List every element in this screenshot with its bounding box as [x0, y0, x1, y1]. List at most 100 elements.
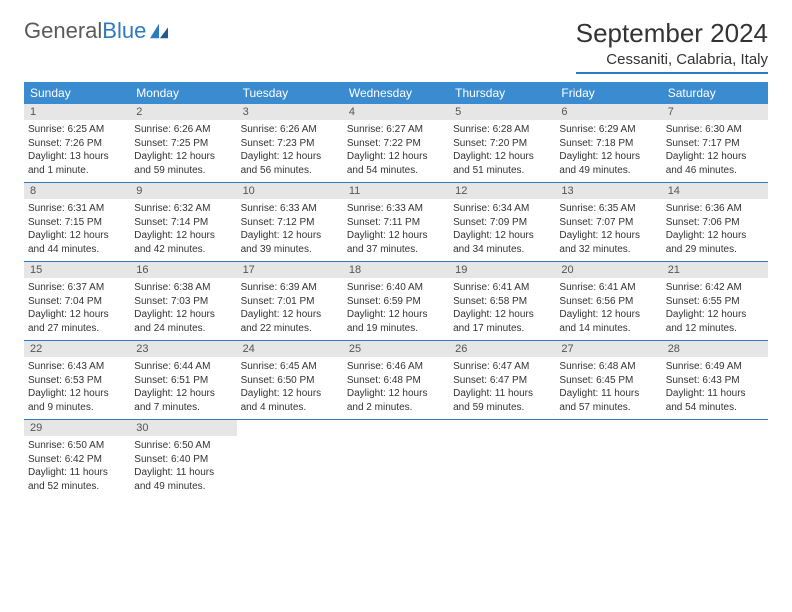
- day-number: 19: [449, 262, 555, 278]
- calendar-day-cell: 1Sunrise: 6:25 AMSunset: 7:26 PMDaylight…: [24, 104, 130, 183]
- daylight-line: Daylight: 12 hours and 42 minutes.: [134, 229, 232, 256]
- sunrise-line: Sunrise: 6:49 AM: [666, 360, 764, 374]
- day-number: 24: [237, 341, 343, 357]
- day-number: 23: [130, 341, 236, 357]
- daylight-line: Daylight: 11 hours and 54 minutes.: [666, 387, 764, 414]
- day-number: 4: [343, 104, 449, 120]
- sunrise-line: Sunrise: 6:40 AM: [347, 281, 445, 295]
- day-number: 17: [237, 262, 343, 278]
- day-details: Sunrise: 6:29 AMSunset: 7:18 PMDaylight:…: [555, 120, 661, 177]
- day-details: Sunrise: 6:50 AMSunset: 6:40 PMDaylight:…: [130, 436, 236, 493]
- daylight-line: Daylight: 12 hours and 9 minutes.: [28, 387, 126, 414]
- day-details: Sunrise: 6:41 AMSunset: 6:58 PMDaylight:…: [449, 278, 555, 335]
- day-details: Sunrise: 6:25 AMSunset: 7:26 PMDaylight:…: [24, 120, 130, 177]
- day-details: Sunrise: 6:31 AMSunset: 7:15 PMDaylight:…: [24, 199, 130, 256]
- calendar-day-cell: .: [343, 420, 449, 499]
- daylight-line: Daylight: 12 hours and 4 minutes.: [241, 387, 339, 414]
- day-details: Sunrise: 6:26 AMSunset: 7:23 PMDaylight:…: [237, 120, 343, 177]
- calendar-day-cell: 24Sunrise: 6:45 AMSunset: 6:50 PMDayligh…: [237, 341, 343, 420]
- day-details: Sunrise: 6:30 AMSunset: 7:17 PMDaylight:…: [662, 120, 768, 177]
- daylight-line: Daylight: 12 hours and 32 minutes.: [559, 229, 657, 256]
- sunset-line: Sunset: 6:42 PM: [28, 453, 126, 467]
- sunset-line: Sunset: 6:48 PM: [347, 374, 445, 388]
- day-header: Sunday: [24, 82, 130, 104]
- daylight-line: Daylight: 12 hours and 34 minutes.: [453, 229, 551, 256]
- sunrise-line: Sunrise: 6:44 AM: [134, 360, 232, 374]
- calendar-day-cell: 6Sunrise: 6:29 AMSunset: 7:18 PMDaylight…: [555, 104, 661, 183]
- daylight-line: Daylight: 12 hours and 39 minutes.: [241, 229, 339, 256]
- sunrise-line: Sunrise: 6:31 AM: [28, 202, 126, 216]
- sunrise-line: Sunrise: 6:37 AM: [28, 281, 126, 295]
- sunset-line: Sunset: 6:58 PM: [453, 295, 551, 309]
- daylight-line: Daylight: 12 hours and 24 minutes.: [134, 308, 232, 335]
- daylight-line: Daylight: 12 hours and 37 minutes.: [347, 229, 445, 256]
- sunrise-line: Sunrise: 6:45 AM: [241, 360, 339, 374]
- daylight-line: Daylight: 12 hours and 29 minutes.: [666, 229, 764, 256]
- calendar-day-cell: 4Sunrise: 6:27 AMSunset: 7:22 PMDaylight…: [343, 104, 449, 183]
- sunset-line: Sunset: 7:14 PM: [134, 216, 232, 230]
- sunrise-line: Sunrise: 6:38 AM: [134, 281, 232, 295]
- daylight-line: Daylight: 12 hours and 44 minutes.: [28, 229, 126, 256]
- day-number: 11: [343, 183, 449, 199]
- day-header: Wednesday: [343, 82, 449, 104]
- day-details: Sunrise: 6:45 AMSunset: 6:50 PMDaylight:…: [237, 357, 343, 414]
- day-number: 8: [24, 183, 130, 199]
- calendar-day-cell: 23Sunrise: 6:44 AMSunset: 6:51 PMDayligh…: [130, 341, 236, 420]
- sunset-line: Sunset: 6:55 PM: [666, 295, 764, 309]
- sunset-line: Sunset: 6:40 PM: [134, 453, 232, 467]
- daylight-line: Daylight: 12 hours and 17 minutes.: [453, 308, 551, 335]
- logo-text-general: General: [24, 18, 102, 43]
- day-details: Sunrise: 6:44 AMSunset: 6:51 PMDaylight:…: [130, 357, 236, 414]
- calendar-week-row: 8Sunrise: 6:31 AMSunset: 7:15 PMDaylight…: [24, 183, 768, 262]
- day-details: Sunrise: 6:33 AMSunset: 7:11 PMDaylight:…: [343, 199, 449, 256]
- calendar-week-row: 1Sunrise: 6:25 AMSunset: 7:26 PMDaylight…: [24, 104, 768, 183]
- day-header: Friday: [555, 82, 661, 104]
- day-number: 27: [555, 341, 661, 357]
- calendar-day-cell: .: [662, 420, 768, 499]
- day-details: Sunrise: 6:28 AMSunset: 7:20 PMDaylight:…: [449, 120, 555, 177]
- daylight-line: Daylight: 12 hours and 46 minutes.: [666, 150, 764, 177]
- logo: GeneralBlue: [24, 18, 170, 44]
- calendar-day-cell: 14Sunrise: 6:36 AMSunset: 7:06 PMDayligh…: [662, 183, 768, 262]
- day-number: 21: [662, 262, 768, 278]
- calendar-week-row: 22Sunrise: 6:43 AMSunset: 6:53 PMDayligh…: [24, 341, 768, 420]
- day-details: Sunrise: 6:33 AMSunset: 7:12 PMDaylight:…: [237, 199, 343, 256]
- calendar-day-cell: 10Sunrise: 6:33 AMSunset: 7:12 PMDayligh…: [237, 183, 343, 262]
- logo-sail-icon: [148, 22, 170, 40]
- day-details: Sunrise: 6:42 AMSunset: 6:55 PMDaylight:…: [662, 278, 768, 335]
- calendar-day-cell: 16Sunrise: 6:38 AMSunset: 7:03 PMDayligh…: [130, 262, 236, 341]
- day-details: Sunrise: 6:26 AMSunset: 7:25 PMDaylight:…: [130, 120, 236, 177]
- calendar-day-cell: 8Sunrise: 6:31 AMSunset: 7:15 PMDaylight…: [24, 183, 130, 262]
- calendar-day-cell: 9 Sunrise: 6:32 AMSunset: 7:14 PMDaylight…: [130, 183, 236, 262]
- sunset-line: Sunset: 7:22 PM: [347, 137, 445, 151]
- daylight-line: Daylight: 12 hours and 51 minutes.: [453, 150, 551, 177]
- calendar-day-cell: 2Sunrise: 6:26 AMSunset: 7:25 PMDaylight…: [130, 104, 236, 183]
- daylight-line: Daylight: 13 hours and 1 minute.: [28, 150, 126, 177]
- calendar-day-cell: 12Sunrise: 6:34 AMSunset: 7:09 PMDayligh…: [449, 183, 555, 262]
- title-underline: [576, 72, 768, 74]
- day-number: 10: [237, 183, 343, 199]
- sunset-line: Sunset: 7:18 PM: [559, 137, 657, 151]
- sunset-line: Sunset: 7:23 PM: [241, 137, 339, 151]
- calendar-day-cell: 13Sunrise: 6:35 AMSunset: 7:07 PMDayligh…: [555, 183, 661, 262]
- day-number: 9: [130, 183, 236, 199]
- day-number: 3: [237, 104, 343, 120]
- daylight-line: Daylight: 12 hours and 56 minutes.: [241, 150, 339, 177]
- calendar-day-cell: .: [555, 420, 661, 499]
- calendar-week-row: 15Sunrise: 6:37 AMSunset: 7:04 PMDayligh…: [24, 262, 768, 341]
- sunset-line: Sunset: 7:15 PM: [28, 216, 126, 230]
- sunset-line: Sunset: 7:03 PM: [134, 295, 232, 309]
- day-number: 18: [343, 262, 449, 278]
- day-number: 26: [449, 341, 555, 357]
- sunrise-line: Sunrise: 6:48 AM: [559, 360, 657, 374]
- day-details: Sunrise: 6:50 AMSunset: 6:42 PMDaylight:…: [24, 436, 130, 493]
- calendar-day-cell: 28Sunrise: 6:49 AMSunset: 6:43 PMDayligh…: [662, 341, 768, 420]
- sunrise-line: Sunrise: 6:32 AM: [134, 202, 232, 216]
- calendar-day-cell: 19Sunrise: 6:41 AMSunset: 6:58 PMDayligh…: [449, 262, 555, 341]
- sunrise-line: Sunrise: 6:50 AM: [28, 439, 126, 453]
- day-header: Monday: [130, 82, 236, 104]
- calendar-day-cell: 18Sunrise: 6:40 AMSunset: 6:59 PMDayligh…: [343, 262, 449, 341]
- day-number: 7: [662, 104, 768, 120]
- sunrise-line: Sunrise: 6:41 AM: [559, 281, 657, 295]
- day-details: Sunrise: 6:38 AMSunset: 7:03 PMDaylight:…: [130, 278, 236, 335]
